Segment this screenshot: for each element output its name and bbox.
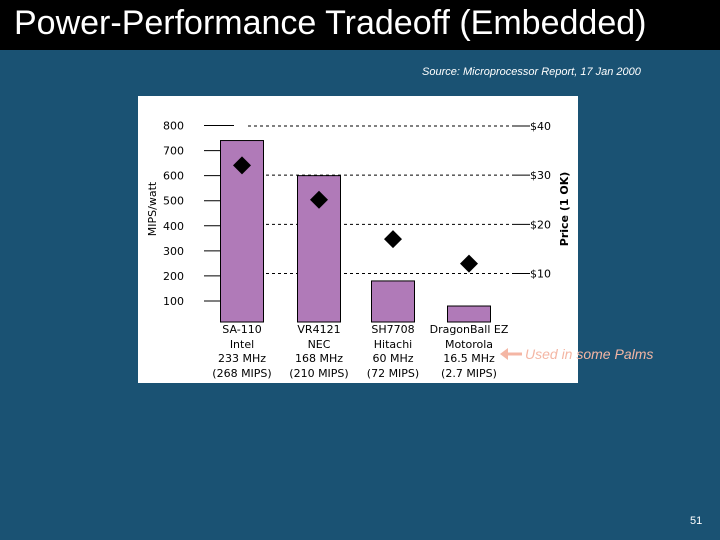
slide-title: Power-Performance Tradeoff (Embedded) xyxy=(14,4,647,42)
right-axis-tick-label: $40 xyxy=(530,120,551,133)
left-axis-tick-label: 200 xyxy=(163,270,184,283)
left-axis-tick-label: 400 xyxy=(163,220,184,233)
left-axis-tick-label: 500 xyxy=(163,195,184,208)
category-label: 168 MHz xyxy=(295,352,343,365)
category-label: 60 MHz xyxy=(372,352,413,365)
category-label: SA-110 xyxy=(222,323,261,336)
price-marker xyxy=(384,230,402,249)
left-axis-tick-label: 600 xyxy=(163,170,184,183)
title-bar: Power-Performance Tradeoff (Embedded) xyxy=(0,0,720,50)
category-label: Motorola xyxy=(445,338,493,351)
category-label: SH7708 xyxy=(371,323,414,336)
category-label: 16.5 MHz xyxy=(443,352,495,365)
chart-panel: 100 200 300 400 500 600 700 800 MIPS/watt $10 $20 $… xyxy=(138,96,578,383)
price-marker xyxy=(310,190,328,209)
category-label: (268 MIPS) xyxy=(212,367,271,380)
right-axis-title: Price (1 OK) xyxy=(558,172,571,246)
category-label: (2.7 MIPS) xyxy=(441,367,497,380)
left-axis-tick-label: 100 xyxy=(163,295,184,308)
category-label: (210 MIPS) xyxy=(289,367,348,380)
category-label: DragonBall EZ xyxy=(430,323,509,336)
category-label: 233 MHz xyxy=(218,352,266,365)
category-label: (72 MIPS) xyxy=(367,367,419,380)
price-marker xyxy=(460,254,478,273)
category-label: Hitachi xyxy=(374,338,412,351)
left-axis-tick-label: 800 xyxy=(163,120,184,133)
price-marker xyxy=(233,156,251,175)
right-axis-tick-label: $10 xyxy=(530,268,551,281)
bar-mips-per-watt xyxy=(447,305,491,323)
bar-mips-per-watt xyxy=(371,280,415,323)
right-axis-tick-label: $30 xyxy=(530,169,551,182)
category-label: Intel xyxy=(230,338,254,351)
slide-number: 51 xyxy=(690,515,703,527)
left-axis-tick-label: 700 xyxy=(163,145,184,158)
category-label: VR4121 xyxy=(297,323,340,336)
source-note: Source: Microprocessor Report, 17 Jan 20… xyxy=(422,66,641,78)
palms-annotation: Used in some Palms xyxy=(525,346,654,362)
left-axis-title: MIPS/watt xyxy=(146,181,159,236)
annotation-arrow-head xyxy=(500,348,508,360)
left-axis-tick-label: 300 xyxy=(163,245,184,258)
mips-per-watt-chart: 100 200 300 400 500 600 700 800 MIPS/watt $10 $20 $… xyxy=(146,120,571,381)
category-label: NEC xyxy=(308,338,331,351)
right-axis-tick-label: $20 xyxy=(530,218,551,231)
